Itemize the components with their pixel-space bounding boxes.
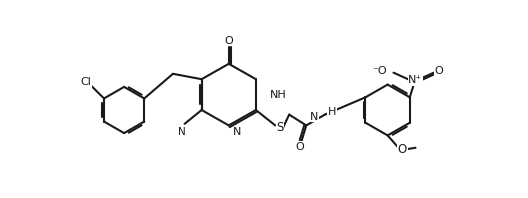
Text: O: O (224, 36, 233, 46)
Text: N: N (233, 127, 241, 137)
Text: Cl: Cl (81, 77, 91, 87)
Text: NH: NH (270, 90, 287, 100)
Text: N: N (310, 112, 319, 122)
Text: N⁺: N⁺ (408, 75, 422, 85)
Text: ⁻O: ⁻O (373, 66, 388, 76)
Text: O: O (398, 143, 407, 156)
Text: N: N (177, 127, 185, 137)
Text: N: N (178, 126, 186, 136)
Text: O: O (434, 66, 443, 76)
Text: H: H (328, 107, 336, 117)
Text: S: S (276, 121, 284, 134)
Text: O: O (296, 142, 305, 152)
